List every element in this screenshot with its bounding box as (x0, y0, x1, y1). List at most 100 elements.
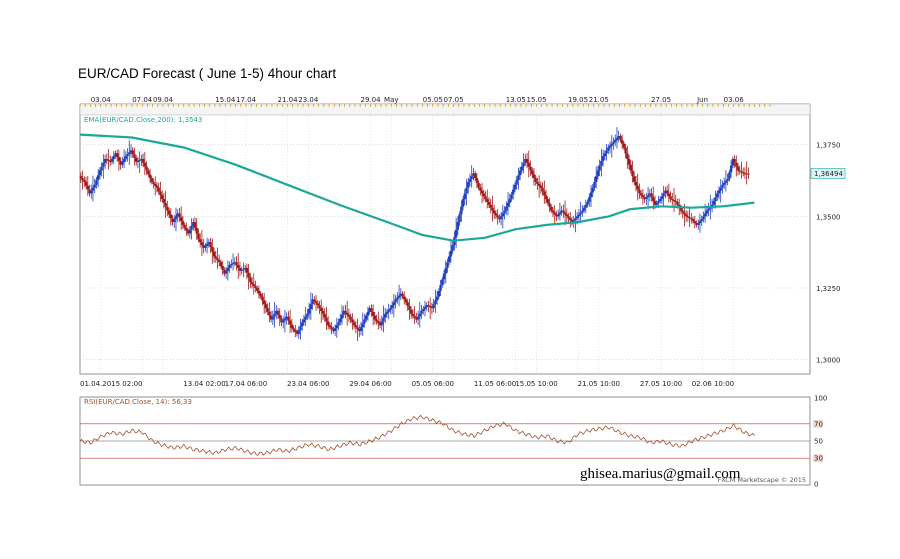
candle-bull (302, 319, 306, 323)
candle-bull (645, 197, 648, 200)
candle-bear (427, 305, 430, 307)
candle-bear (743, 173, 747, 175)
candle-bull (140, 159, 143, 160)
candle-bear (633, 176, 636, 182)
candle-bear (278, 314, 281, 319)
candle-bull (240, 269, 243, 271)
candle-bear (211, 246, 214, 252)
candle-bear (686, 216, 690, 218)
candle-bull (90, 190, 93, 194)
candle-bull (646, 195, 650, 198)
candle-bull (470, 176, 473, 180)
candle-bear (643, 197, 646, 200)
candle-bear (268, 311, 271, 316)
candle-bear (620, 139, 624, 144)
candle-bear (84, 181, 88, 186)
candle-bull (192, 222, 195, 226)
candle-bull (582, 207, 586, 211)
candle-bull (439, 285, 442, 291)
top-axis-label: May (384, 96, 398, 104)
candle-bear (216, 258, 219, 261)
candle-bear (351, 319, 354, 323)
candle-bull (420, 310, 423, 314)
candle-bear (218, 260, 221, 263)
candle-bull (607, 147, 610, 151)
candle-bear (541, 187, 544, 192)
bottom-axis-label: 01.04.2015 02:00 (80, 380, 142, 388)
candle-bull (729, 165, 733, 173)
candle-bear (247, 272, 250, 278)
candle-bear (681, 210, 684, 213)
rsi-tick-label: 50 (814, 438, 823, 446)
candle-bull (299, 326, 302, 331)
top-axis-label: 29.04 (361, 96, 382, 104)
candle-bull (617, 136, 620, 138)
candle-bear (672, 200, 676, 202)
candle-bull (190, 225, 193, 230)
candle-bull (205, 244, 209, 246)
candle-bull (176, 213, 179, 217)
candle-bear (266, 308, 269, 312)
candle-bear (352, 322, 356, 326)
candle-bear (636, 185, 639, 190)
candle-bear (254, 286, 257, 288)
candle-bull (122, 159, 126, 162)
candle-bull (442, 273, 446, 280)
candle-bear (690, 218, 693, 220)
candle-bull (655, 202, 658, 205)
candle-bull (714, 197, 717, 202)
candle-bear (88, 189, 91, 194)
candle-bear (740, 171, 743, 173)
candle-bear (683, 212, 686, 215)
candle-bull (463, 193, 466, 200)
candle-bear (413, 315, 416, 318)
candle-bull (712, 201, 715, 205)
top-axis-label: 21.05 (589, 96, 609, 104)
candle-bear (691, 219, 695, 222)
candle-bull (577, 214, 581, 217)
candle-bear (671, 199, 674, 201)
candle-bull (121, 161, 124, 165)
candle-bear (525, 159, 529, 163)
candle-bear (486, 199, 489, 202)
candle-bear (133, 154, 136, 159)
top-axis-label: 05.05 (423, 96, 443, 104)
top-axis-label: 07.05 (444, 96, 464, 104)
candle-bear (223, 269, 226, 274)
candle-bull (136, 160, 140, 162)
candle-bull (657, 201, 660, 203)
candle-bull (511, 189, 515, 195)
candle-bull (513, 184, 517, 190)
rsi-ref-badge (813, 419, 823, 428)
candle-bear (186, 230, 190, 234)
candle-bull (335, 325, 339, 329)
candle-bull (188, 229, 192, 234)
candle-bear (373, 315, 377, 320)
candle-bull (281, 320, 285, 323)
candle-bull (449, 250, 453, 257)
candle-bear (330, 327, 333, 330)
candle-bull (589, 192, 593, 198)
candle-bear (403, 296, 406, 300)
candle-bull (719, 187, 722, 191)
candle-bull (275, 310, 278, 314)
candle-bull (382, 317, 385, 322)
candle-bear (548, 202, 551, 207)
candle-bear (532, 174, 536, 179)
candle-bear (531, 170, 534, 175)
candle-bear (160, 195, 164, 200)
candle-bear (534, 178, 537, 182)
candle-bull (503, 210, 506, 214)
candle-bear (235, 262, 238, 266)
candle-bear (214, 256, 217, 259)
candle-bear (143, 162, 147, 167)
candle-bear (408, 306, 411, 310)
candle-bear (667, 193, 671, 197)
candle-bull (396, 297, 399, 300)
candle-bear (484, 196, 487, 200)
candle-bear (287, 316, 290, 321)
candle-bear (237, 265, 240, 268)
candle-bear (676, 202, 679, 205)
candle-bear (491, 207, 494, 211)
candle-bull (584, 204, 588, 208)
